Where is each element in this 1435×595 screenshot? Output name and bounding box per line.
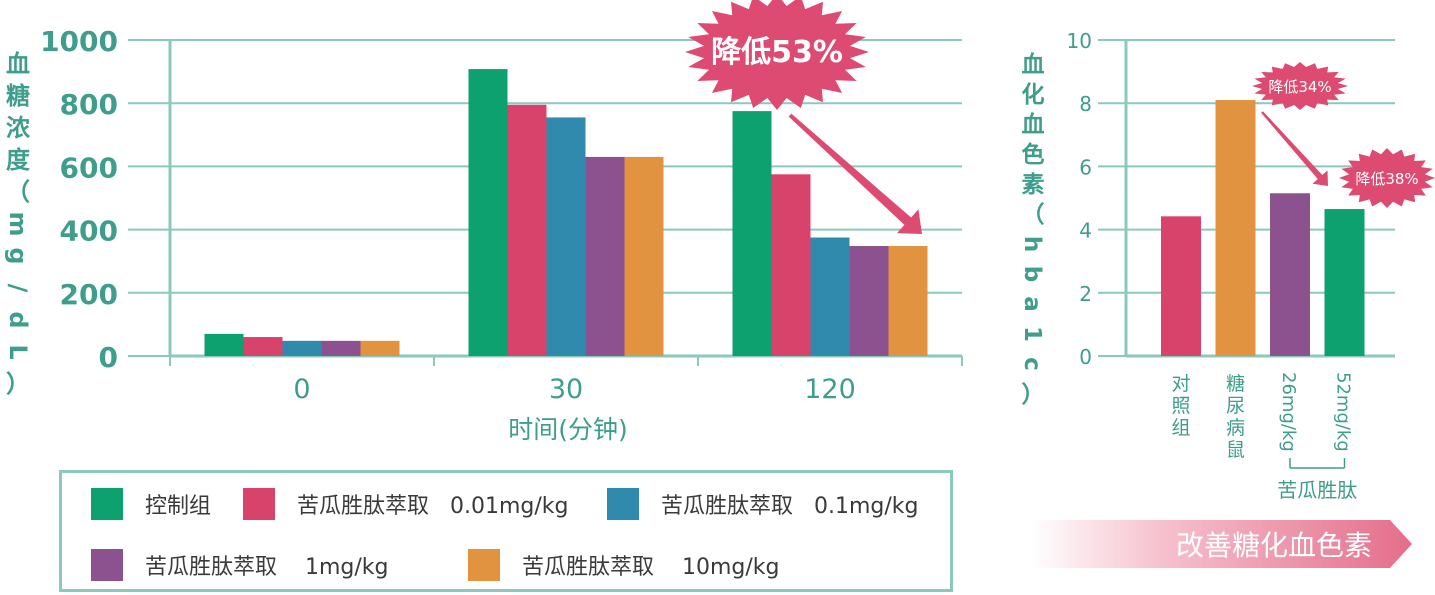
legend-item-1: 苦瓜胜肽萃取 1mg/kg bbox=[91, 548, 388, 582]
bar-30-s1 bbox=[507, 104, 547, 356]
x-tick-label-char: 尿 bbox=[1226, 395, 1245, 417]
x-tick-label-char: 对 bbox=[1171, 373, 1190, 395]
x-tick-label: 30 bbox=[549, 374, 583, 405]
banner-text: 改善糖化血色素 bbox=[1176, 529, 1372, 562]
y-axis-label-char: L bbox=[4, 344, 32, 359]
y-axis-label-char: m bbox=[4, 211, 32, 236]
bar-0-s4 bbox=[360, 340, 400, 356]
bar-0 bbox=[1161, 216, 1201, 356]
bar-0-s0 bbox=[204, 333, 244, 356]
reduction-label: 降低53% bbox=[711, 35, 843, 70]
y-tick-label: 10 bbox=[1067, 29, 1092, 53]
y-tick-label: 4 bbox=[1079, 219, 1092, 243]
y-tick-label: 0 bbox=[99, 341, 118, 374]
reduction-arrow-34 bbox=[1261, 111, 1328, 186]
improve-hba1c-banner: 改善糖化血色素 bbox=[1030, 520, 1412, 568]
bar-120-s3 bbox=[849, 246, 889, 356]
y-tick-label: 800 bbox=[60, 88, 118, 121]
legend-swatch bbox=[91, 488, 123, 520]
y-axis-label-char: 浓 bbox=[6, 114, 31, 142]
y-tick-label: 8 bbox=[1079, 92, 1092, 116]
x-axis-label: 时间(分钟) bbox=[508, 415, 628, 444]
legend-label: 苦瓜胜肽萃取 0.01mg/kg bbox=[297, 494, 569, 519]
bar-120-s1 bbox=[771, 174, 811, 356]
legend-label: 苦瓜胜肽萃取 1mg/kg bbox=[145, 555, 389, 580]
y-axis-label-char: 血 bbox=[1022, 111, 1045, 138]
y-axis-label-char: ） bbox=[1022, 381, 1045, 408]
bar-2 bbox=[1270, 193, 1310, 356]
legend-swatch bbox=[91, 549, 123, 581]
bar-120-s2 bbox=[810, 237, 850, 356]
y-axis-label-char: 度 bbox=[6, 146, 31, 174]
y-axis-label-char: 血 bbox=[1022, 51, 1045, 78]
reduction-burst-38 bbox=[1339, 148, 1435, 208]
legend-swatch bbox=[243, 488, 275, 520]
legend-swatch bbox=[607, 488, 639, 520]
legend-label: 控制组 bbox=[145, 494, 212, 519]
y-tick-label: 200 bbox=[60, 278, 118, 311]
bar-1 bbox=[1215, 100, 1256, 356]
y-axis-label-char: （ bbox=[6, 178, 30, 206]
y-axis-label-char: a bbox=[1019, 296, 1045, 312]
bar-0-s1 bbox=[243, 337, 283, 356]
y-axis-label-char: d bbox=[4, 311, 32, 328]
bar-3 bbox=[1324, 209, 1365, 356]
bar-30-s3 bbox=[585, 156, 625, 356]
y-axis-label-char: h bbox=[1019, 236, 1045, 252]
group-label: 苦瓜胜肽 bbox=[1277, 478, 1357, 502]
y-tick-label: 2 bbox=[1079, 282, 1092, 306]
x-tick-label: 120 bbox=[804, 374, 856, 405]
y-axis-label-char: 素 bbox=[1022, 171, 1045, 198]
bar-30-s2 bbox=[546, 117, 586, 356]
y-axis-label-char: 化 bbox=[1022, 81, 1045, 108]
y-axis-label-char: b bbox=[1019, 266, 1045, 282]
legend-label: 苦瓜胜肽萃取 10mg/kg bbox=[522, 555, 780, 580]
bar-120-s4 bbox=[888, 246, 928, 356]
y-axis-label-char: g bbox=[4, 247, 32, 264]
y-tick-label: 0 bbox=[1079, 345, 1092, 369]
y-axis-label-char: 血 bbox=[6, 50, 30, 78]
y-axis-label-char: 1 bbox=[1019, 326, 1045, 342]
bar-0-s2 bbox=[282, 340, 322, 356]
y-tick-label: 600 bbox=[60, 151, 118, 184]
bar-120-s0 bbox=[732, 111, 772, 356]
x-tick-label: 0 bbox=[293, 374, 310, 405]
y-axis-label-char: 色 bbox=[1022, 141, 1045, 168]
legend-item-control: 控制组 bbox=[91, 487, 211, 521]
x-tick-label: 26mg/kg bbox=[1278, 372, 1299, 452]
x-tick-label-char: 组 bbox=[1171, 417, 1190, 439]
x-tick-label-char: 糖 bbox=[1226, 373, 1245, 395]
x-tick-label-char: 照 bbox=[1171, 395, 1190, 417]
bar-30-s4 bbox=[624, 156, 664, 356]
y-axis-label-char: 糖 bbox=[6, 82, 30, 110]
legend-box: 控制组 苦瓜胜肽萃取 0.01mg/kg 苦瓜胜肽萃取 0.1mg/kg 苦瓜胜… bbox=[59, 470, 953, 592]
y-axis-label-char: c bbox=[1019, 357, 1045, 371]
legend-item-001: 苦瓜胜肽萃取 0.01mg/kg bbox=[243, 487, 568, 521]
bar-0-s3 bbox=[321, 340, 361, 356]
x-tick-label-char: 病 bbox=[1226, 417, 1245, 439]
y-tick-label: 6 bbox=[1079, 155, 1092, 179]
bar-30-s0 bbox=[468, 69, 508, 357]
legend-item-10: 苦瓜胜肽萃取 10mg/kg bbox=[468, 548, 779, 582]
x-tick-label-char: 鼠 bbox=[1226, 439, 1245, 461]
reduction-label-34: 降低34% bbox=[1268, 78, 1331, 96]
reduction-label-38: 降低38% bbox=[1355, 170, 1418, 188]
reduction-arrow bbox=[788, 113, 922, 234]
legend-item-01: 苦瓜胜肽萃取 0.1mg/kg bbox=[607, 487, 918, 521]
y-tick-label: 400 bbox=[60, 215, 118, 248]
x-tick-label: 52mg/kg bbox=[1333, 372, 1354, 452]
y-axis-label-char: ） bbox=[6, 370, 30, 398]
y-tick-label: 1000 bbox=[40, 25, 118, 58]
legend-label: 苦瓜胜肽萃取 0.1mg/kg bbox=[661, 494, 919, 519]
y-axis-label-char: （ bbox=[1022, 201, 1045, 228]
legend-swatch bbox=[468, 549, 500, 581]
reduction-burst bbox=[685, 0, 869, 110]
y-axis-label-char: / bbox=[4, 284, 32, 293]
reduction-burst-34 bbox=[1252, 62, 1348, 110]
